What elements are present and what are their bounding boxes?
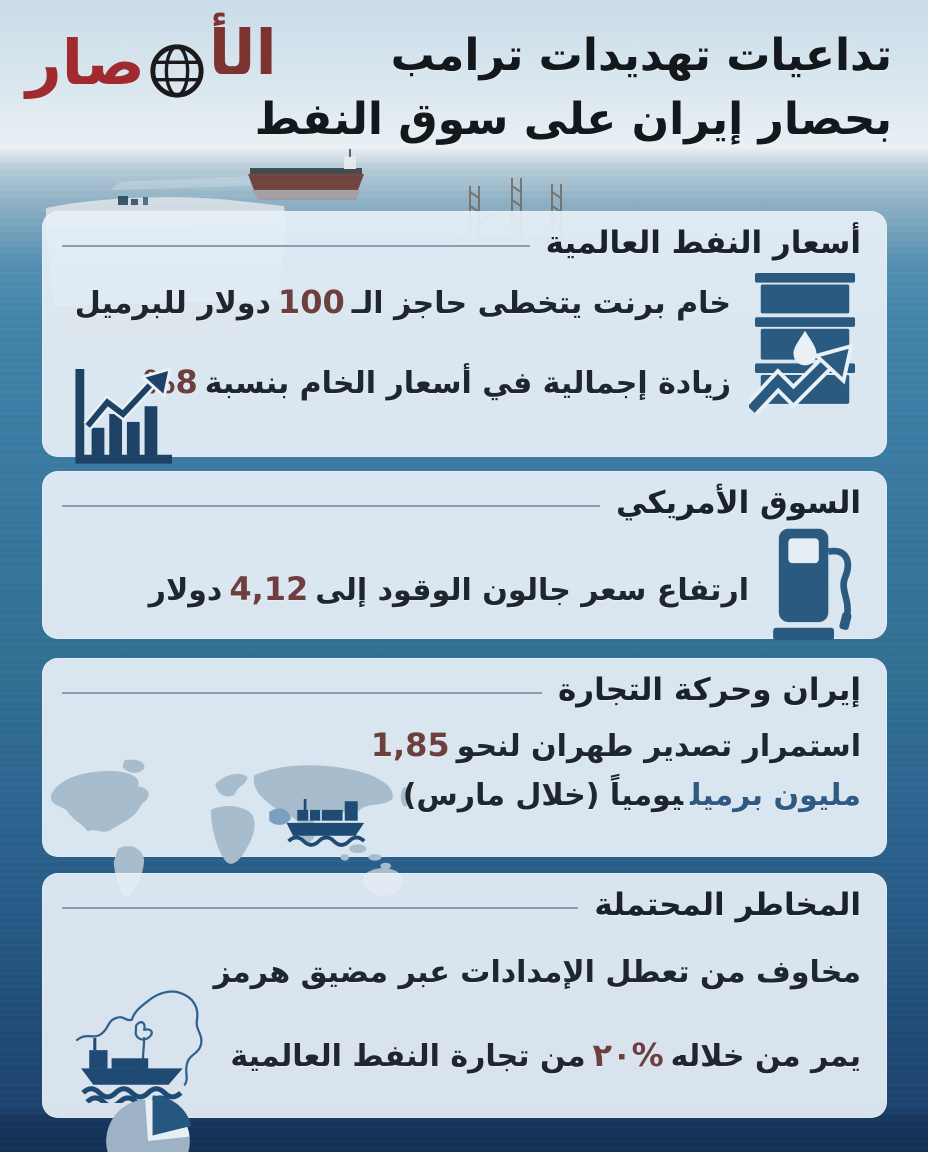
brand-text-start: الأ [208,16,279,89]
stat-value: 100 [277,283,345,321]
panel-header-label: السوق الأمريكي [616,485,861,521]
stat-highlight: مليون برميل [690,777,861,813]
growth-chart-icon [75,367,173,464]
stat-tehran-exports-line2: مليون برميليومياً (خلال مارس) [62,776,861,817]
stat-text: من تجارة النفط العالمية [230,1038,586,1074]
panel-iran-trade: إيران وحركة التجارة [42,658,887,899]
globe-icon [150,44,204,98]
stat-text: يومياً (خلال مارس) [402,777,684,813]
stat-text: زيادة إجمالية في أسعار الخام بنسبة [204,365,731,401]
header-rule [62,505,601,507]
pie-chart-icon [106,1095,192,1152]
panel-header-label: المخاطر المحتملة [594,887,861,923]
brand-text-end: صار [26,26,147,99]
panel-header: أسعار النفط العالمية [42,211,887,261]
gas-pump-icon [773,528,852,641]
panel-header: المخاطر المحتملة [42,873,887,923]
panel-header-label: أسعار النفط العالمية [545,225,861,261]
panel-header: إيران وحركة التجارة [42,658,887,708]
stat-tehran-exports: استمرار تصدير طهران لنحو1,85 [62,724,861,768]
stat-text: ارتفاع سعر جالون الوقود إلى [315,573,749,609]
stat-value: ٢٠% [592,1035,664,1074]
stat-brent-price: خام برنت يتخطى حاجز الـ100دولار للبرميل [62,281,731,325]
cargo-ship-icon [286,799,366,847]
panel-header-label: إيران وحركة التجارة [558,672,861,708]
panel-potential-risks: المخاطر المحتملة مخ [42,873,887,1152]
stat-text: خام برنت يتخطى حاجز الـ [351,286,731,321]
hormuz-strait-map-ship-icon [75,990,203,1103]
header-rule [62,692,542,694]
panel-us-market: السوق الأمريكي ارتفاع سعر جالون الوقود إ… [42,471,887,641]
stat-oil-trade-share: يمر من خلاله٢٠%من تجارة النفط العالمية [62,1034,861,1078]
panel-header: السوق الأمريكي [42,471,887,521]
stat-text: مخاوف من تعطل الإمدادات عبر مضيق هرمز [213,955,861,990]
stat-text: دولار للبرميل [74,286,271,321]
stat-text: يمر من خلاله [670,1038,861,1074]
stat-value: 4,12 [229,570,309,609]
title-line-2: بحصار إيران على سوق النفط [254,93,893,145]
stat-text: استمرار تصدير طهران لنحو [456,729,861,764]
stat-gallon-price: ارتفاع سعر جالون الوقود إلى4,12دولار [62,568,749,612]
stat-supply-disruption: مخاوف من تعطل الإمدادات عبر مضيق هرمز [62,953,861,994]
page-title: تداعيات تهديدات ترامب بحصار إيران على سو… [254,24,893,152]
stat-crude-increase: زيادة إجمالية في أسعار الخام بنسبة%8 [62,361,731,405]
panel-global-oil-prices: أسعار النفط العالمية خا [42,211,887,464]
title-line-1: تداعيات تهديدات ترامب [390,30,893,81]
header-rule [62,907,579,909]
iran-shape [269,808,291,825]
oil-barrel-arrow-icon [749,273,856,416]
header-rule [62,245,530,247]
stat-value: 1,85 [370,726,450,764]
brand-logo: صار الأ [26,16,279,100]
stat-text: دولار [148,573,223,609]
